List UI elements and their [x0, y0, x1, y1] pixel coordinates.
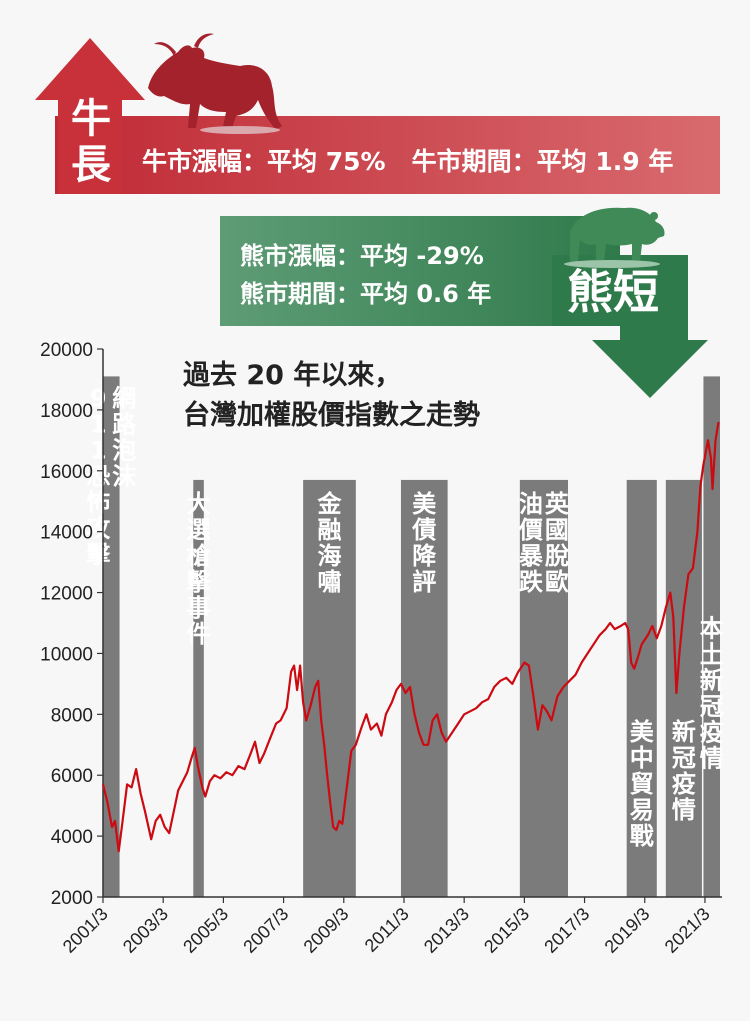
event-bar: 美中貿易戰	[626, 479, 657, 897]
y-tick-label: 16000	[40, 462, 93, 483]
event-label: 金融海嘯	[316, 490, 342, 596]
x-tick-label: 2015/3	[480, 904, 533, 957]
x-ticks: 2001/3 2003/3 2005/3 2007/3 2009/3 2011/3 2013…	[59, 897, 714, 957]
y-tick-label: 12000	[40, 584, 93, 605]
event-label: 美中貿易戰	[630, 718, 654, 850]
event-label: 新冠疫情	[672, 718, 696, 824]
y-tick-label: 4000	[51, 827, 93, 848]
y-tick-label: 18000	[40, 401, 93, 422]
y-tick-label: 2000	[51, 888, 93, 909]
event-bar-rect	[626, 479, 657, 897]
event-label: 美債降評	[411, 490, 437, 596]
chart-title-line-1: 過去 20 年以來，	[183, 359, 401, 391]
x-tick-label: 2009/3	[300, 904, 353, 957]
event-label: 本土新冠疫情	[700, 614, 724, 772]
y-ticks: 2000 4000 6000 8000 10000 12000 14000 16000 1800…	[40, 340, 103, 909]
axes	[102, 349, 722, 898]
bull-arrow-up	[35, 38, 145, 194]
x-tick-label: 2007/3	[239, 904, 292, 957]
x-tick-label: 2011/3	[361, 904, 413, 956]
event-bars: 網路泡沫9 1 1 恐怖攻擊 大選槍擊事件 金融海嘯 美債降評 英國脫歐油價暴跌美中貿易戰新冠…	[86, 376, 724, 897]
event-bar-rect	[519, 479, 569, 897]
x-tick-label: 2017/3	[540, 904, 593, 957]
bear-stats-line-2: 熊市期間：平均 0.6 年	[240, 280, 491, 308]
event-bar: 網路泡沫9 1 1 恐怖攻擊	[86, 376, 137, 897]
y-tick-label: 10000	[40, 644, 93, 665]
bear-banner: 熊市漲幅：平均 -29% 熊市期間：平均 0.6 年 熊短	[220, 207, 708, 398]
event-bar-rect	[193, 479, 204, 897]
bear-big-text: 熊短	[567, 265, 659, 319]
chart-title-line-2: 台灣加權股價指數之走勢	[183, 399, 480, 431]
event-bar: 本土新冠疫情	[700, 376, 724, 897]
line-chart: 網路泡沫9 1 1 恐怖攻擊 大選槍擊事件 金融海嘯 美債降評 英國脫歐油價暴跌美中貿易戰新冠…	[40, 340, 724, 957]
bull-char-2: 長	[71, 142, 112, 188]
x-tick-label: 2021/3	[661, 904, 714, 957]
event-bar-rect	[703, 376, 720, 897]
event-label: 英國脫歐油價暴跌	[518, 490, 570, 596]
x-tick-label: 2001/3	[59, 904, 112, 957]
event-bar-rect	[103, 376, 120, 897]
bull-band	[55, 116, 720, 194]
event-bar: 英國脫歐油價暴跌	[518, 479, 570, 897]
y-tick-label: 20000	[40, 340, 93, 361]
bull-char-1: 牛	[71, 96, 111, 142]
y-tick-label: 14000	[40, 523, 93, 544]
bear-icon	[564, 207, 665, 268]
bear-arrow-down	[552, 255, 708, 398]
y-tick-label: 6000	[51, 766, 93, 787]
bull-banner: 牛 長 牛市漲幅：平均 75% 牛市期間：平均 1.9 年	[35, 33, 720, 194]
y-tick-label: 8000	[51, 705, 93, 726]
x-tick-label: 2003/3	[119, 904, 172, 957]
taiex-series-line	[101, 421, 720, 853]
x-tick-label: 2013/3	[420, 904, 473, 957]
event-bar: 大選槍擊事件	[187, 479, 212, 897]
bull-stats-text: 牛市漲幅：平均 75% 牛市期間：平均 1.9 年	[142, 147, 673, 176]
event-label: 大選槍擊事件	[187, 490, 212, 648]
event-bar: 金融海嘯	[303, 479, 356, 897]
x-tick-label: 2005/3	[179, 904, 232, 957]
bear-stats-line-1: 熊市漲幅：平均 -29%	[240, 242, 484, 270]
bull-icon	[148, 33, 282, 134]
x-tick-label: 2019/3	[601, 904, 654, 957]
event-bar-rect	[303, 479, 356, 897]
